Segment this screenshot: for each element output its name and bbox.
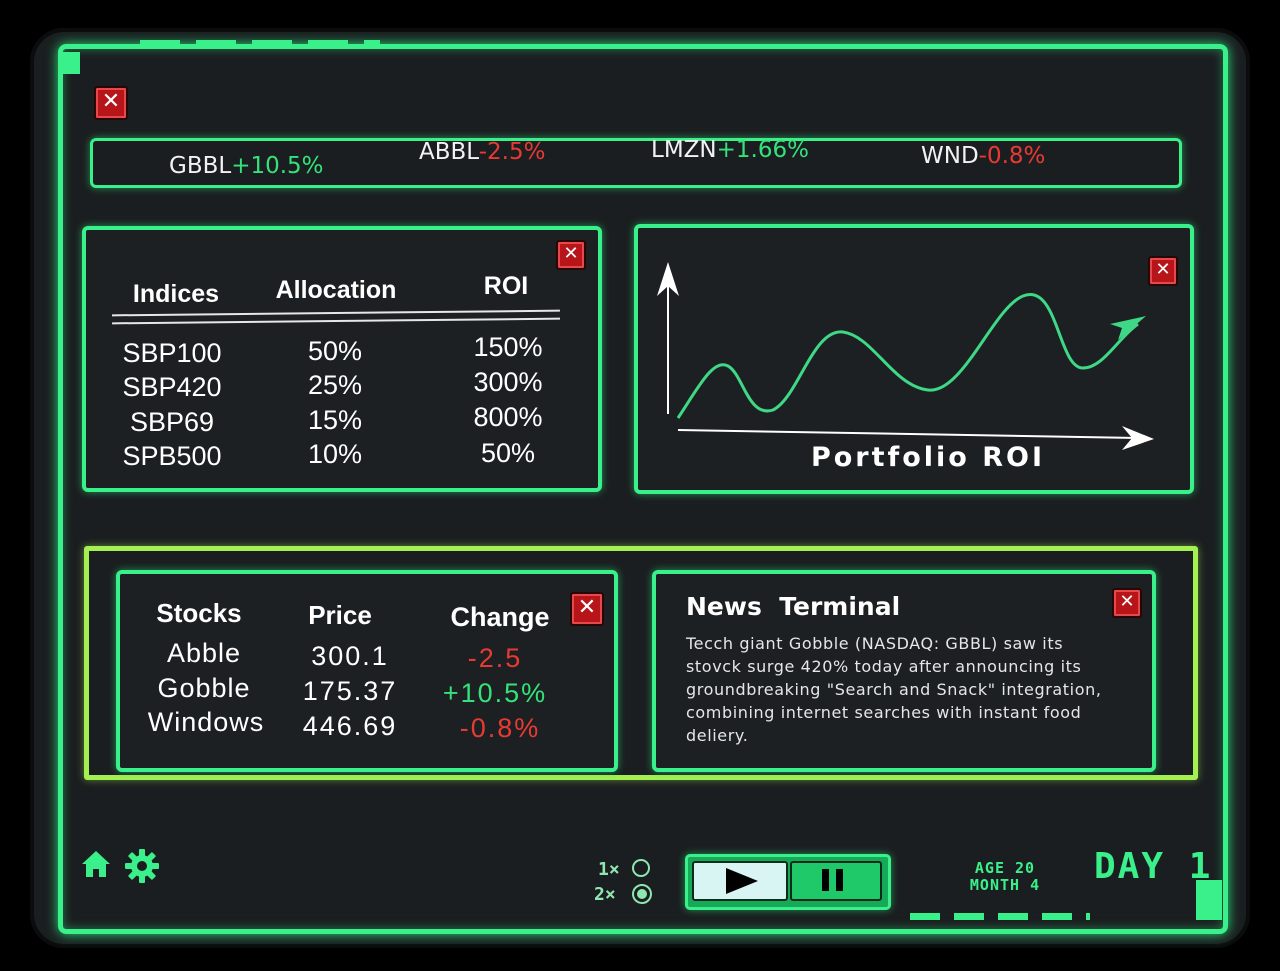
ticker-change: +10.5% xyxy=(231,153,324,179)
close-icon: ✕ xyxy=(577,595,597,620)
stock-name: Abble xyxy=(166,638,242,668)
stock-change: +10.5% xyxy=(442,678,548,708)
speed-1x-label: 1× xyxy=(598,859,620,880)
gear-icon xyxy=(125,849,159,883)
home-icon xyxy=(82,851,110,877)
day-counter: DAY 1 xyxy=(1094,846,1213,887)
stock-name: Windows xyxy=(147,707,265,737)
news-terminal-panel: ✕ News Terminal Tecch giant Gobble (NASD… xyxy=(652,570,1156,772)
speed-1x-radio[interactable] xyxy=(632,859,650,877)
news-line: Tecch giant Gobble (NASDAQ: GBBL) saw it… xyxy=(686,634,1064,653)
indices-panel: ✕ Indices Allocation ROI SBP100 50% 150%… xyxy=(82,226,602,492)
x-axis-arrow xyxy=(1122,426,1154,450)
pause-icon xyxy=(822,869,829,891)
index-allocation: 50% xyxy=(307,336,363,366)
age-status: AGE 20 MONTH 4 xyxy=(960,860,1050,894)
roi-header: ROI xyxy=(483,272,529,300)
chart-label: Portfolio ROI xyxy=(810,442,1046,473)
ticker-item-abbl: ABBL-2.5% xyxy=(419,139,545,165)
stock-price: 300.1 xyxy=(311,641,389,671)
frame-corner-bottom-right xyxy=(1196,880,1222,920)
speed-2x-label: 2× xyxy=(594,884,616,905)
x-axis xyxy=(677,429,1139,439)
home-button[interactable] xyxy=(80,848,112,880)
ticker-change: -2.5% xyxy=(478,139,546,165)
pause-button[interactable] xyxy=(790,861,882,901)
portfolio-chart xyxy=(657,262,1154,450)
allocation-header: Allocation xyxy=(275,276,397,304)
close-icon: ✕ xyxy=(101,89,121,114)
age-label: AGE 20 xyxy=(974,859,1036,877)
stock-ticker: GBBL+10.5% ABBL-2.5% LMZN+1.66% WND-0.8% xyxy=(90,137,1182,188)
ticker-change: -0.8% xyxy=(978,143,1046,169)
news-title: News Terminal xyxy=(686,592,901,621)
close-indices-button[interactable]: ✕ xyxy=(556,240,586,270)
index-roi: 150% xyxy=(473,332,543,362)
portfolio-chart-panel: ✕ Portfolio ROI xyxy=(634,224,1194,494)
play-button[interactable] xyxy=(692,861,788,901)
price-header: Price xyxy=(308,600,372,630)
index-allocation: 15% xyxy=(307,405,363,435)
index-name: SBP420 xyxy=(122,372,222,402)
close-window-button[interactable]: ✕ xyxy=(94,86,128,120)
stocks-header: Stocks xyxy=(156,598,242,628)
frame-corner-top-left xyxy=(58,52,80,74)
settings-button[interactable] xyxy=(124,848,160,884)
lower-panel-frame xyxy=(84,546,1198,780)
indices-header: Indices xyxy=(132,280,220,308)
frame-dash-bottom xyxy=(910,913,1090,920)
y-axis-arrow xyxy=(657,262,679,296)
portfolio-roi-line xyxy=(676,292,1139,419)
playback-controls xyxy=(685,854,891,910)
index-roi: 300% xyxy=(473,367,543,397)
ticker-symbol: GBBL xyxy=(169,153,232,179)
ticker-symbol: ABBL xyxy=(419,139,479,165)
stock-change: -0.8% xyxy=(459,713,541,743)
radio-selected-dot xyxy=(637,889,647,899)
screen-frame xyxy=(58,44,1228,934)
close-icon: ✕ xyxy=(1155,259,1171,280)
stock-price: 175.37 xyxy=(302,676,398,706)
play-icon xyxy=(726,868,758,894)
ticker-item-gbbl: GBBL+10.5% xyxy=(169,153,324,179)
change-header: Change xyxy=(450,602,550,632)
close-chart-button[interactable]: ✕ xyxy=(1148,256,1178,286)
ticker-item-wnd: WND-0.8% xyxy=(921,143,1045,169)
close-icon: ✕ xyxy=(563,243,579,264)
speed-2x-radio[interactable] xyxy=(632,884,652,904)
stocks-panel: ✕ Stocks Price Change Abble 300.1 -2.5 G… xyxy=(116,570,618,772)
ticker-symbol: WND xyxy=(921,143,979,169)
frame-dash-top xyxy=(140,40,380,47)
trend-arrow-head xyxy=(1110,316,1146,340)
close-news-button[interactable]: ✕ xyxy=(1112,588,1142,618)
month-label: MONTH 4 xyxy=(969,876,1041,894)
pause-icon-bar xyxy=(836,869,843,891)
stock-price: 446.69 xyxy=(302,711,398,741)
stock-change: -2.5 xyxy=(467,643,523,673)
news-line: combining internet searches with instant… xyxy=(686,703,1082,722)
index-name: SBP100 xyxy=(122,338,222,368)
news-line: groundbreaking "Search and Snack" integr… xyxy=(686,680,1102,699)
news-line: stovck surge 420% today after announcing… xyxy=(686,657,1082,676)
index-roi: 800% xyxy=(473,402,543,432)
ticker-item-lmzn: LMZN+1.66% xyxy=(651,137,809,163)
index-roi: 50% xyxy=(480,438,536,468)
index-name: SBP69 xyxy=(129,407,215,437)
header-divider xyxy=(111,309,561,325)
ticker-change: +1.66% xyxy=(716,137,809,163)
news-line: deliery. xyxy=(686,726,749,745)
index-allocation: 25% xyxy=(307,370,363,400)
news-body: Tecch giant Gobble (NASDAQ: GBBL) saw it… xyxy=(686,632,1126,747)
ticker-symbol: LMZN xyxy=(651,137,717,163)
index-name: SPB500 xyxy=(122,441,222,471)
close-stocks-button[interactable]: ✕ xyxy=(570,592,604,626)
close-icon: ✕ xyxy=(1119,591,1135,612)
stock-name: Gobble xyxy=(157,673,251,703)
index-allocation: 10% xyxy=(307,439,363,469)
